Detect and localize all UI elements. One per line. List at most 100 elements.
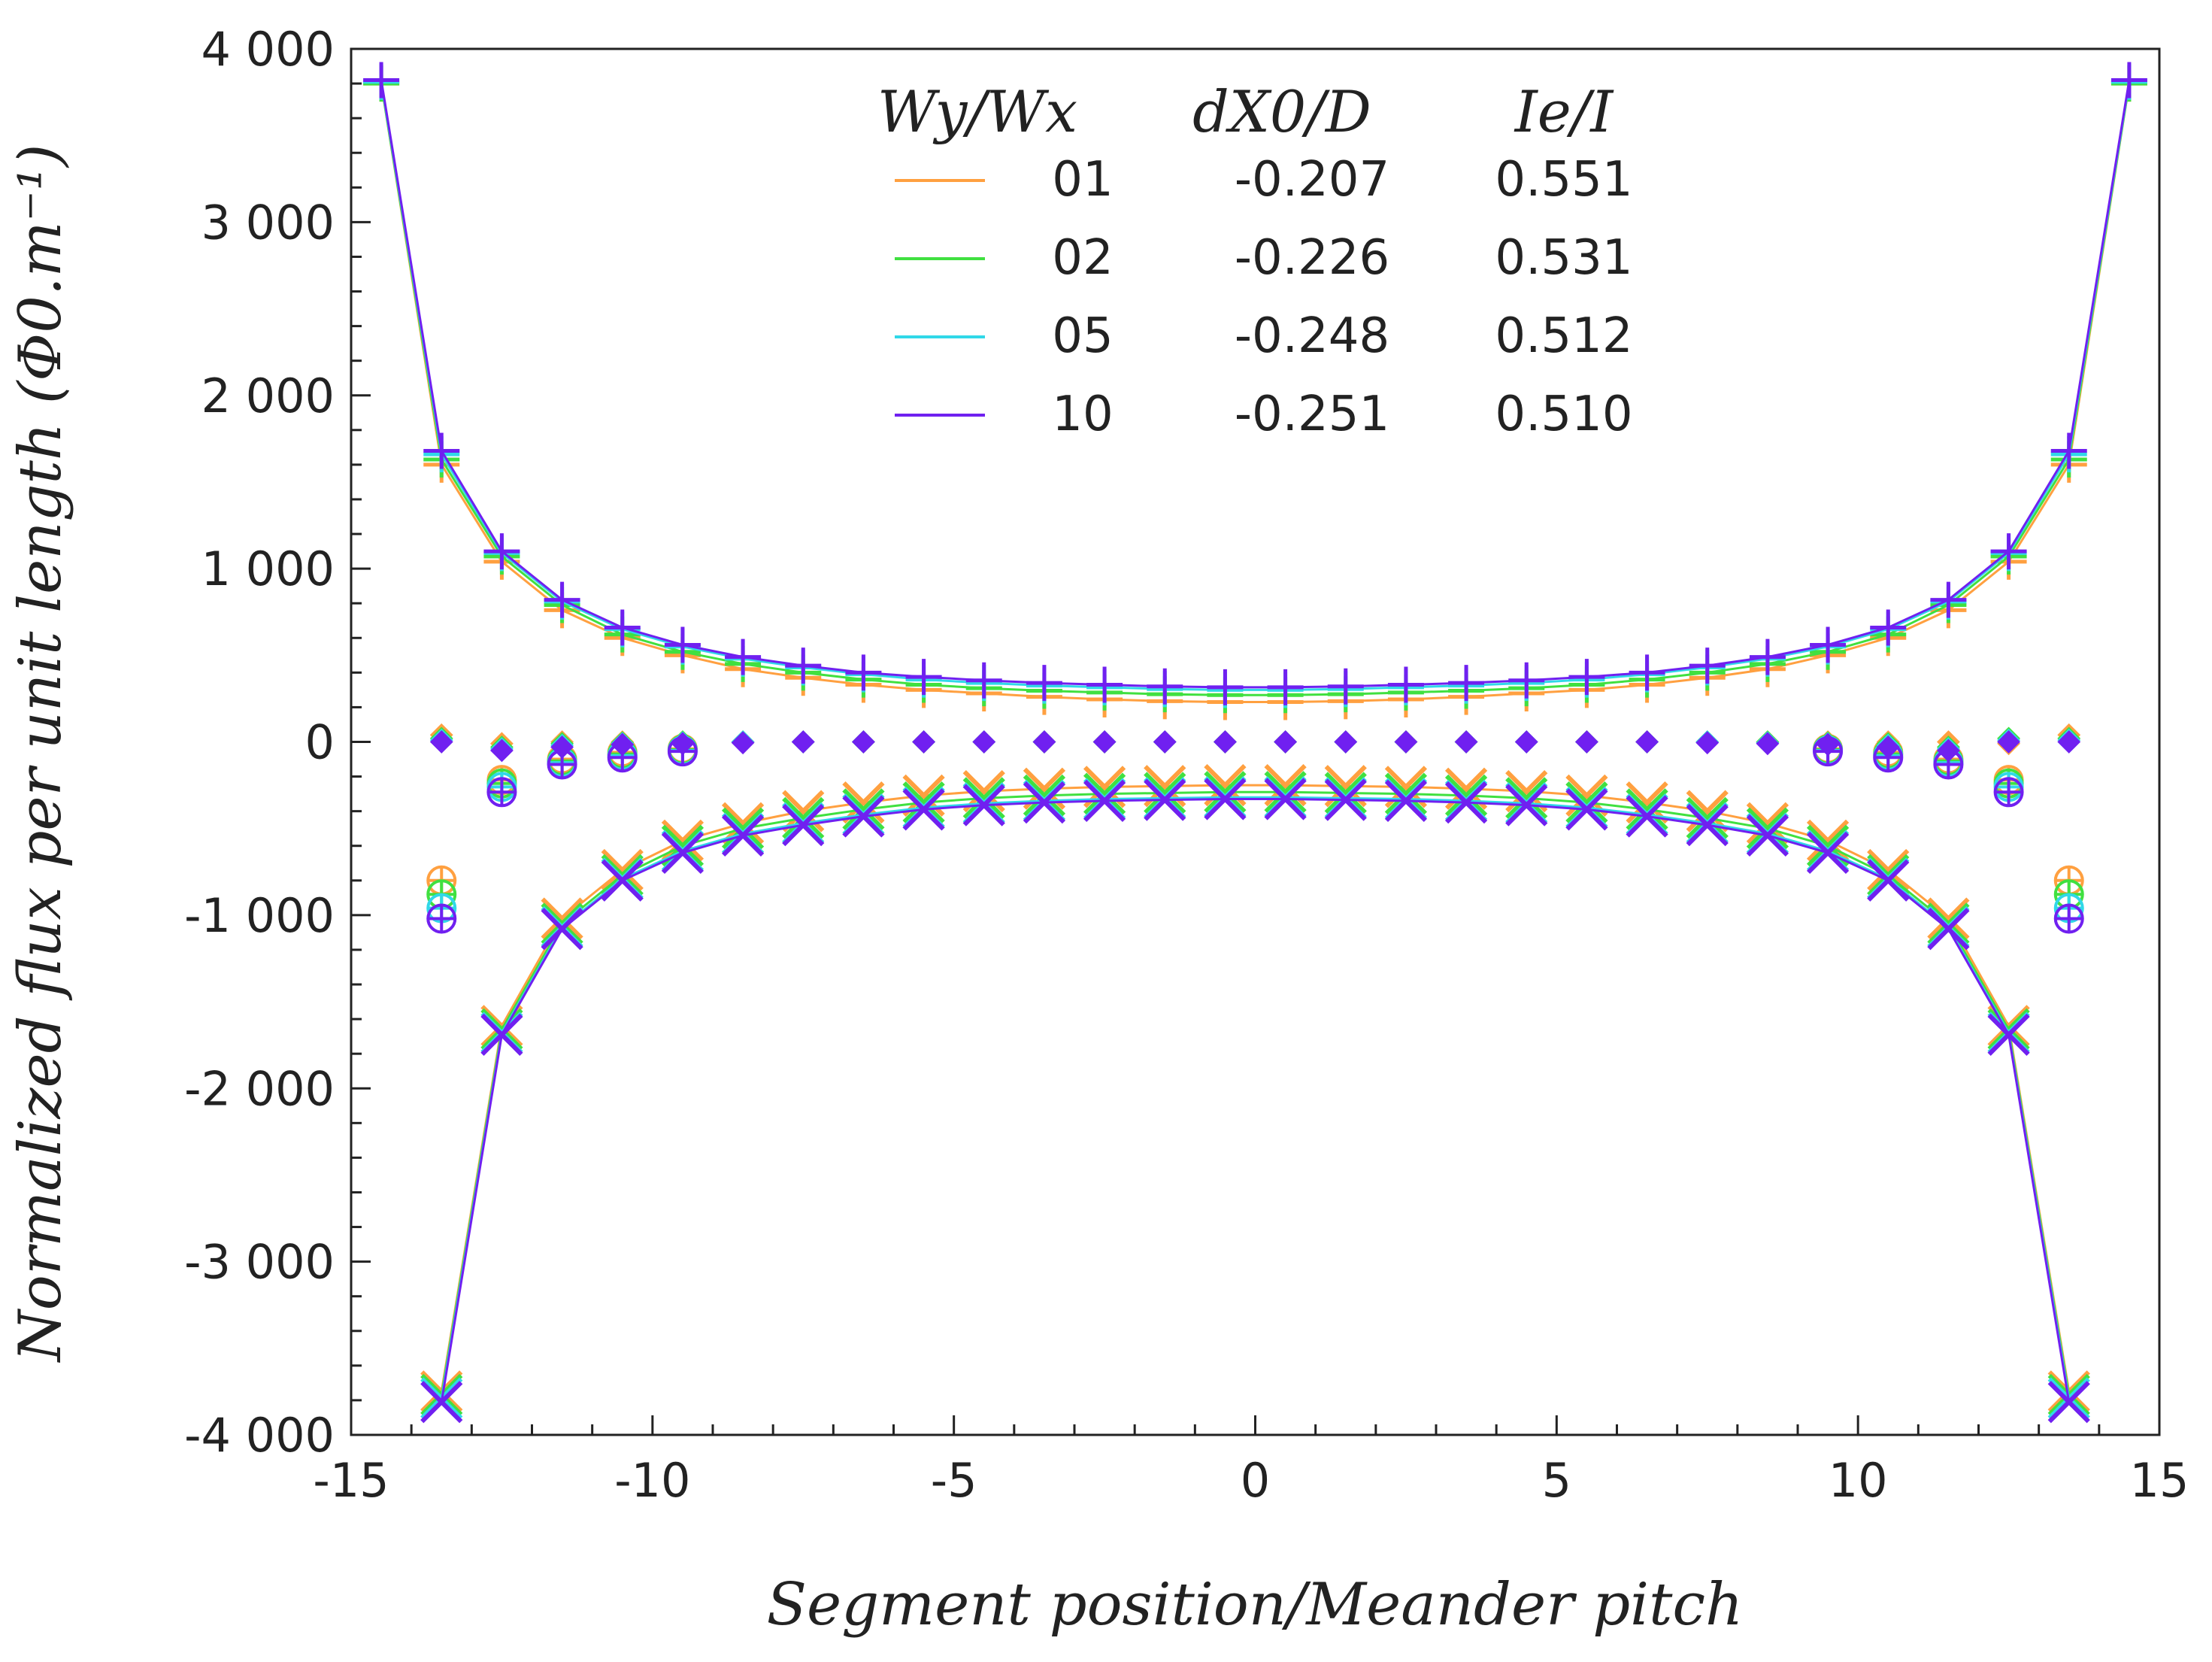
cross-marker	[1565, 781, 1608, 824]
circle-plus-cross	[1935, 751, 1962, 778]
x-tick-label: -10	[614, 1453, 690, 1508]
cross-marker	[1746, 807, 1789, 850]
y-tick-label: -4 000	[184, 1408, 335, 1463]
diamond-marker	[1032, 730, 1056, 754]
diamond-marker	[1575, 730, 1598, 754]
legend-current: 0.512	[1495, 308, 1632, 364]
y-tick-label: 2 000	[202, 368, 335, 423]
cross-marker	[721, 807, 765, 850]
cross-marker	[1686, 796, 1729, 839]
cross-marker	[541, 897, 583, 940]
cross-marker	[1083, 779, 1126, 822]
plus-marker	[2110, 62, 2147, 99]
cross-marker	[601, 848, 644, 892]
diamond-marker	[731, 731, 755, 755]
diamond-marker	[1454, 730, 1478, 754]
cross-marker	[1144, 778, 1186, 821]
cross-marker	[1324, 778, 1367, 821]
circle-plus-cross	[668, 738, 696, 766]
circle-plus-cross	[1874, 744, 1902, 772]
cross-marker	[1444, 781, 1488, 824]
plus-marker	[2050, 432, 2087, 469]
plus-marker	[845, 654, 882, 691]
circle-plus-cross	[428, 905, 456, 933]
cross-marker	[1264, 771, 1307, 814]
negative-line	[440, 784, 2071, 1392]
cross-marker	[1384, 779, 1428, 822]
cross-marker	[541, 908, 583, 951]
y-axis-title: Normalized flux per unit length (Φ0.m⁻¹)	[7, 144, 74, 1363]
cross-marker	[1806, 831, 1850, 875]
legend-offset: -0.226	[1235, 230, 1389, 286]
circle-plus-cross	[548, 751, 576, 778]
x-tick-label: 5	[1542, 1453, 1571, 1508]
x-tick-label: 0	[1241, 1453, 1270, 1508]
plus-marker	[1387, 666, 1424, 703]
cross-marker	[1565, 788, 1608, 831]
cross-marker	[1083, 772, 1126, 815]
cross-marker	[962, 777, 1005, 820]
cross-marker	[1144, 772, 1186, 814]
legend-ratio: 05	[1052, 308, 1113, 364]
plus-marker	[544, 581, 580, 618]
legend-offset: -0.251	[1235, 387, 1389, 442]
cross-marker	[1686, 803, 1729, 847]
cross-marker	[782, 803, 825, 847]
legend-current: 0.510	[1495, 387, 1632, 442]
legend-current: 0.551	[1495, 152, 1632, 208]
plus-marker	[1508, 662, 1545, 699]
series-10	[363, 62, 2147, 1424]
cross-marker	[902, 781, 945, 824]
plus-marker	[1990, 533, 2027, 570]
x-axis-title: Segment position/Meander pitch	[767, 1571, 1744, 1639]
negative-line	[440, 798, 2071, 1403]
diamond-marker	[791, 730, 815, 754]
y-tick-label: 4 000	[202, 22, 335, 77]
diamond-marker	[1214, 730, 1237, 754]
cross-marker	[1867, 848, 1910, 892]
diamond-marker	[1635, 730, 1659, 754]
cross-marker	[782, 796, 825, 839]
cross-marker	[480, 1008, 523, 1051]
plus-marker	[363, 62, 400, 99]
plus-marker	[423, 432, 460, 469]
cross-marker	[1505, 784, 1548, 826]
legend-ratio: 01	[1052, 152, 1113, 208]
diamond-marker	[1756, 732, 1780, 756]
cross-marker	[1324, 772, 1367, 814]
circle-plus-cross	[1995, 778, 2023, 806]
diamond-marker	[1394, 730, 1418, 754]
legend-header: Wy/Wx	[877, 78, 1077, 145]
plus-marker	[1689, 648, 1726, 684]
x-tick-label: 10	[1829, 1453, 1888, 1508]
cross-marker	[1927, 902, 1970, 945]
cross-marker	[1444, 774, 1488, 817]
diamond-marker	[852, 730, 875, 754]
positive-line	[380, 80, 2131, 689]
legend-offset: -0.248	[1235, 308, 1389, 364]
diamond-marker	[1092, 730, 1117, 754]
diamond-marker	[1274, 730, 1297, 754]
legend: Wy/Wx dX0/D Ie/I 01 -0.207 0.551 02 -0.226 0.531…	[877, 78, 1633, 442]
legend-header: dX0/D	[1192, 78, 1371, 145]
negative-line	[440, 790, 2071, 1396]
plus-marker	[483, 533, 520, 570]
legend-ratio: 10	[1052, 387, 1113, 442]
cross-marker	[962, 784, 1005, 826]
diamond-marker	[1153, 730, 1177, 754]
y-tick-label: -2 000	[184, 1061, 335, 1116]
plus-marker	[1810, 626, 1847, 663]
plus-marker	[785, 648, 822, 684]
cross-marker	[661, 819, 705, 862]
cross-marker	[480, 1013, 523, 1056]
cross-marker	[541, 902, 583, 945]
cross-marker	[1806, 819, 1850, 862]
circle-plus-cross	[2055, 905, 2083, 933]
cross-marker	[842, 788, 885, 831]
y-tick-label: 3 000	[202, 195, 335, 250]
y-tick-label: -3 000	[184, 1235, 335, 1290]
diamond-marker	[490, 738, 514, 763]
cross-marker	[1264, 778, 1307, 820]
